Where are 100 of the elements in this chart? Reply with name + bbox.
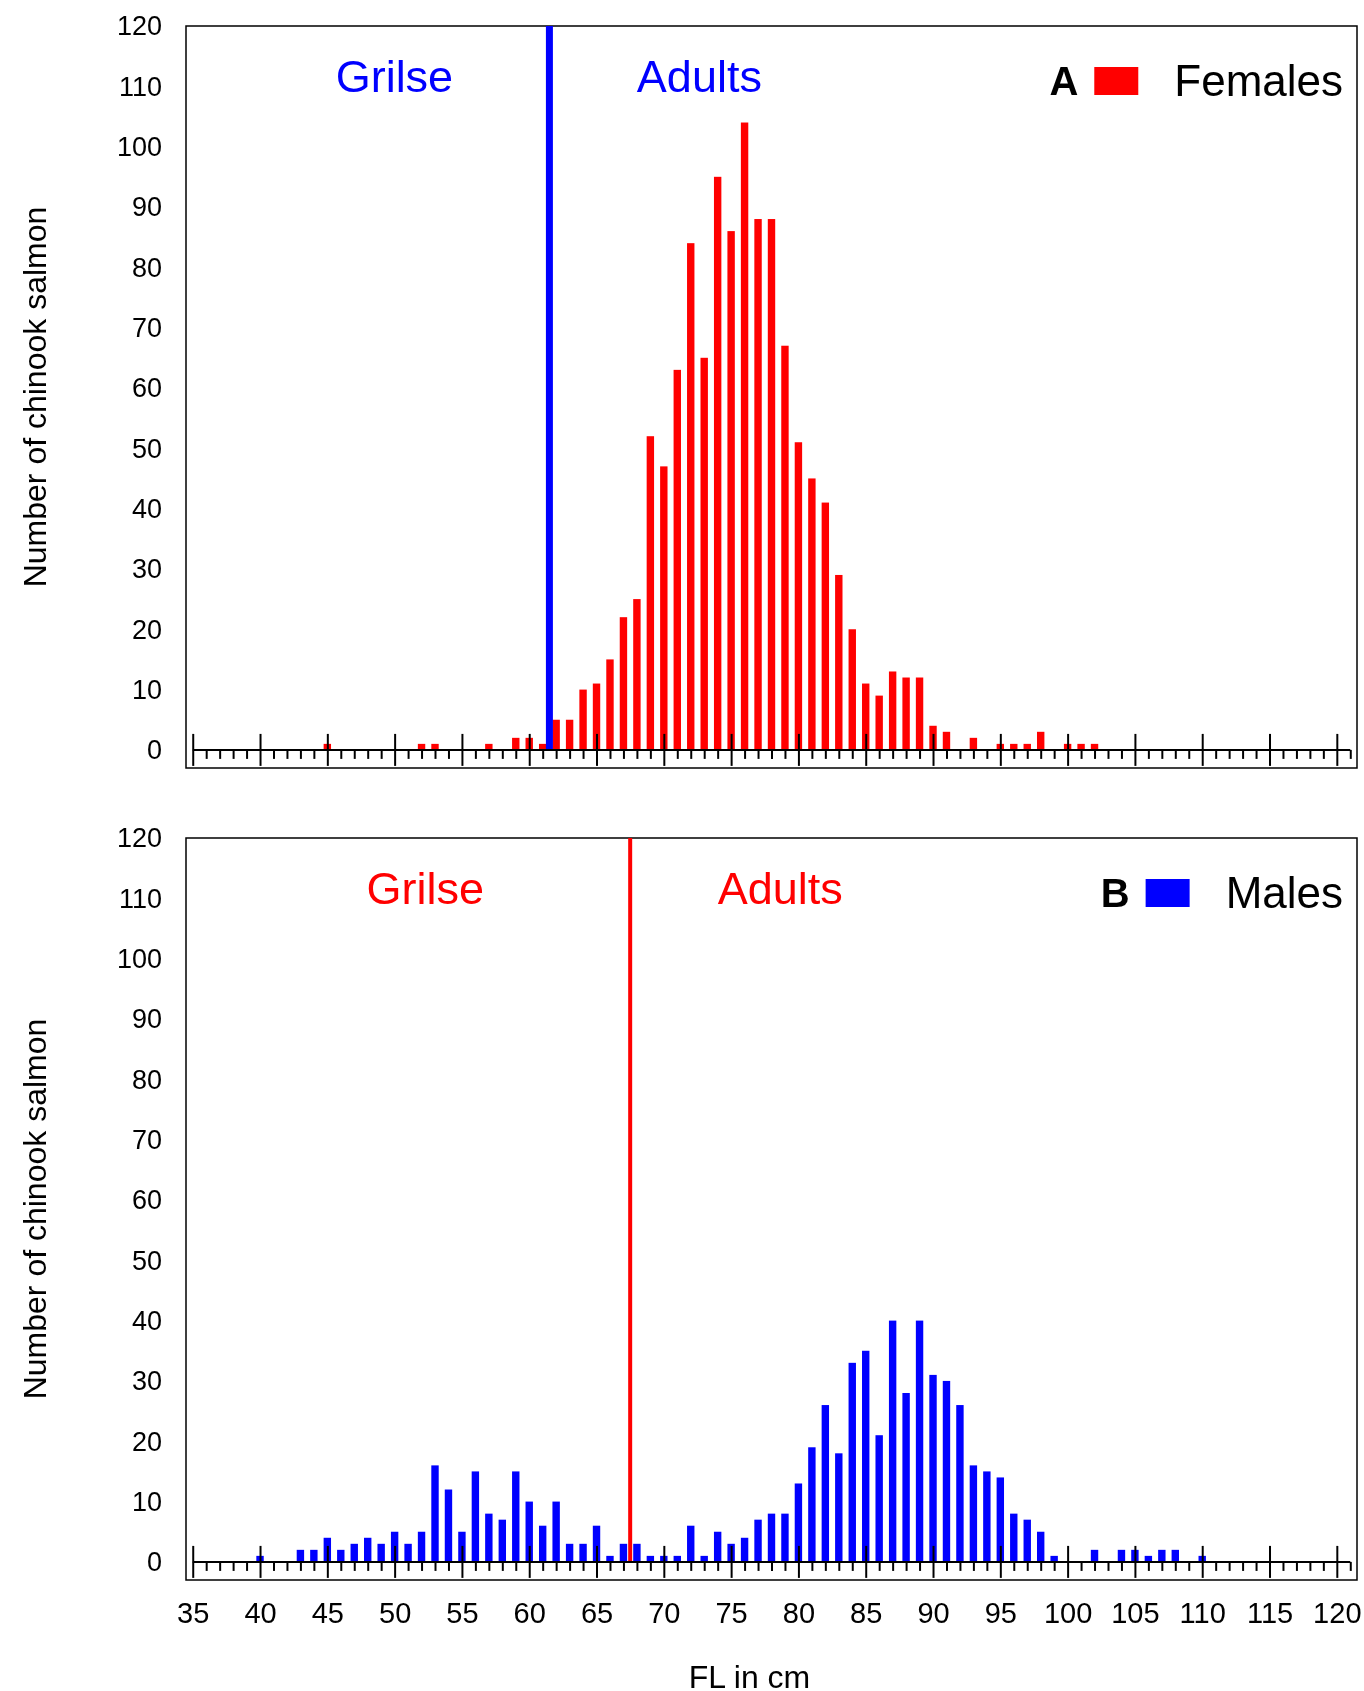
x-tick-label: 75 [715,1596,748,1629]
y-tick-label: 40 [131,494,162,525]
bar [902,1392,910,1562]
y-tick-label: 100 [116,944,162,975]
bar [687,1525,695,1562]
bar [713,1531,722,1562]
x-tick-label: 50 [378,1596,412,1629]
annotation: Adults [636,50,762,102]
y-tick-label: 110 [118,71,162,102]
y-tick-label: 60 [131,1185,162,1216]
bar [740,122,749,750]
bar [538,1525,547,1562]
bar [888,671,897,750]
y-tick-label: 100 [116,132,162,163]
y-tick-label: 70 [131,1125,162,1156]
bar [767,1513,776,1562]
legend-label: Males [1225,868,1343,918]
x-tick-label: 45 [311,1596,344,1629]
x-tick-label: 100 [1043,1596,1093,1629]
y-tick-label: 120 [116,11,162,42]
bar [821,1405,830,1562]
annotation: Grilse [366,862,484,914]
legend-label: Females [1174,56,1343,106]
x-tick-label: 105 [1111,1596,1160,1629]
bar [565,719,574,750]
bar [646,436,655,750]
bar [310,1549,318,1562]
y-tick-label: 0 [146,735,162,766]
x-tick-label: 95 [984,1596,1017,1629]
bar [579,1543,587,1562]
bar [781,1513,789,1562]
y-axis-title: Number of chinook salmon [17,206,53,588]
x-tick-label: 120 [1313,1596,1362,1629]
bar [633,1543,641,1562]
bar [673,369,681,750]
y-tick-label: 20 [131,614,162,645]
y-tick-label: 30 [131,554,162,585]
y-tick-label: 30 [131,1366,162,1397]
bar [848,1362,856,1562]
bar [781,345,789,750]
bar [835,574,843,750]
bar [794,442,803,750]
x-tick-label: 85 [850,1596,883,1629]
bar [754,1519,762,1562]
bar [700,357,708,750]
bar [1023,1519,1031,1562]
bar [862,1350,870,1562]
bar [929,1374,937,1562]
bar [969,1465,978,1562]
x-tick-label: 60 [513,1596,546,1629]
bar [687,243,695,750]
bar [808,1447,816,1562]
bar [660,466,668,750]
y-tick-label: 10 [131,1487,162,1518]
y-tick-label: 80 [131,1064,162,1095]
bar [619,617,628,750]
x-tick-label: 35 [177,1596,210,1629]
bar [552,1501,560,1562]
text: A [1049,59,1079,103]
annotation: Adults [717,862,843,914]
annotation: Grilse [335,50,454,102]
bar [377,1543,385,1562]
y-tick-label: 90 [131,192,162,223]
bar [942,1380,951,1562]
bar [888,1320,897,1562]
bar [1036,1531,1045,1562]
bar [404,1543,412,1562]
bar [915,677,924,750]
bar [754,219,762,750]
bar [727,231,735,750]
x-tick-label: 80 [782,1596,816,1629]
y-tick-label: 110 [118,883,162,914]
bar [364,1537,372,1562]
x-tick-label: 90 [917,1596,950,1629]
bar [1010,1513,1018,1562]
bar [808,478,816,750]
bar [983,1471,991,1562]
y-tick-label: 10 [131,675,162,706]
bar [485,1513,493,1562]
bar [767,219,776,750]
x-tick-label: 40 [244,1596,277,1629]
bar [902,677,910,750]
bar [498,1519,507,1562]
bar [512,1471,520,1562]
y-tick-label: 70 [131,313,162,344]
bar [915,1320,924,1562]
bar [740,1537,749,1562]
y-tick-label: 20 [131,1426,162,1457]
bar [471,1471,480,1562]
x-axis-title: FL in cm [688,1659,811,1691]
bar [417,1531,426,1562]
bar [835,1453,843,1562]
y-tick-label: 40 [131,1306,162,1337]
y-tick-label: 50 [131,1245,162,1276]
x-tick-label: 70 [648,1596,681,1629]
y-tick-label: 60 [131,373,162,404]
x-tick-label: 55 [446,1596,479,1629]
y-tick-label: 0 [146,1547,162,1578]
bar [579,689,587,750]
y-axis-title: Number of chinook salmon [17,1018,53,1400]
